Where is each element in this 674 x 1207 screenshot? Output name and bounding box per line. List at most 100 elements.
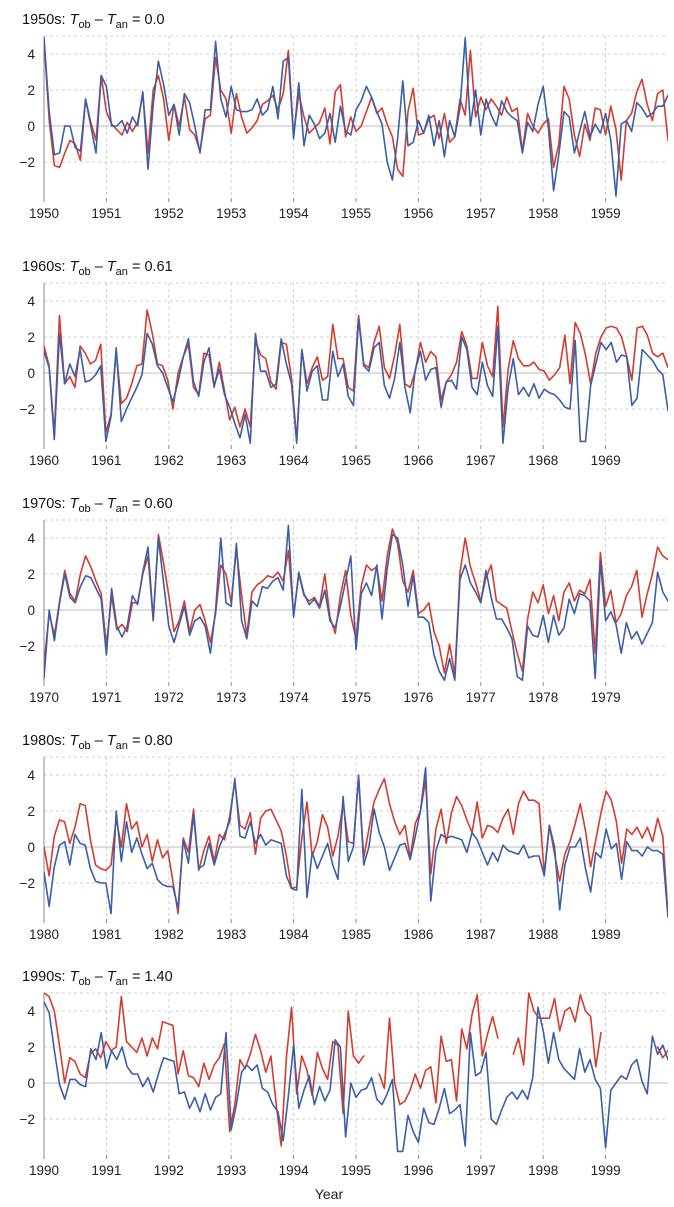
panel-title-sub-an: an [116, 740, 128, 752]
x-tick-label: 1967 [466, 453, 496, 468]
panel-1950s: 1950s: Tob – Tan = 0.0 −2 0 2 4 1950 1951 1952 1… [20, 12, 668, 221]
x-tick-label: 1987 [466, 927, 496, 942]
x-tick-label: 1969 [591, 453, 621, 468]
panel-1980s: 1980s: Tob – Tan = 0.80 −2 0 2 4 1980 1981 1982… [20, 733, 668, 942]
panel-title-T-ob: T [70, 496, 80, 512]
y-tick-label: 2 [27, 567, 35, 582]
x-tick-label: 1961 [91, 453, 121, 468]
panel-title-value: = 0.0 [128, 12, 165, 28]
x-tick-label: 1955 [341, 206, 371, 221]
panel-title-prefix: 1950s: [22, 12, 70, 28]
x-tick-label: 1981 [91, 927, 121, 942]
panel-title: 1980s: Tob – Tan = 0.80 [22, 733, 173, 752]
y-tick-label: 0 [27, 366, 35, 381]
x-tick-label: 1993 [216, 1163, 246, 1178]
series-line-an [44, 1001, 668, 1153]
x-tick-label: 1988 [528, 927, 558, 942]
x-tick-label: 1989 [591, 927, 621, 942]
series-line-ob [44, 776, 668, 917]
x-tick-label: 1995 [341, 1163, 371, 1178]
x-tick-label: 1979 [591, 690, 621, 705]
x-tick-label: 1962 [154, 453, 184, 468]
x-tick-label: 1970 [29, 690, 59, 705]
x-tick-label: 1960 [29, 453, 59, 468]
y-tick-label: −2 [20, 639, 35, 654]
panel-title-value: = 0.80 [128, 733, 173, 749]
y-tick-label: 4 [27, 294, 35, 309]
panel-title-T-an: T [107, 733, 117, 749]
x-tick-label: 1994 [279, 1163, 310, 1178]
x-tick-label: 1973 [216, 690, 246, 705]
y-tick-label: 2 [27, 83, 35, 98]
series-line-an [44, 318, 668, 444]
panel-title-sub-ob: ob [78, 266, 90, 278]
x-tick-label: 1985 [341, 927, 371, 942]
series-line-an [44, 524, 668, 681]
panel-title-prefix: 1960s: [22, 259, 70, 275]
x-tick-label: 1958 [528, 206, 558, 221]
x-tick-label: 1971 [91, 690, 121, 705]
panel-title-value: = 0.60 [128, 496, 173, 512]
panel-title-sub-an: an [116, 503, 128, 515]
y-tick-label: 2 [27, 804, 35, 819]
panel-title: 1970s: Tob – Tan = 0.60 [22, 496, 173, 515]
panel-title-sub-ob: ob [78, 19, 90, 31]
y-tick-label: −2 [20, 1112, 35, 1127]
panel-title-T-ob: T [70, 969, 80, 985]
x-tick-label: 1975 [341, 690, 371, 705]
x-tick-label: 1978 [528, 690, 558, 705]
x-tick-label: 1977 [466, 690, 496, 705]
x-tick-label: 1980 [29, 927, 59, 942]
panel-title-sub-ob: ob [78, 503, 90, 515]
x-tick-label: 1968 [528, 453, 558, 468]
panel-1990s: 1990s: Tob – Tan = 1.40 −2 0 2 4 1990 1991 1992… [20, 969, 668, 1178]
panel-title: 1960s: Tob – Tan = 0.61 [22, 259, 173, 278]
x-tick-label: 1997 [466, 1163, 496, 1178]
x-tick-label: 1992 [154, 1163, 184, 1178]
panel-title-sub-an: an [116, 266, 128, 278]
panel-title-T-ob: T [70, 733, 80, 749]
panel-title-prefix: 1970s: [22, 496, 70, 512]
x-tick-label: 1965 [341, 453, 371, 468]
panel-title-T-an: T [107, 12, 117, 28]
y-tick-label: −2 [20, 876, 35, 891]
panel-title-value: = 0.61 [128, 259, 173, 275]
series-line-ob [44, 992, 668, 1147]
x-tick-label: 1963 [216, 453, 246, 468]
x-tick-label: 1957 [466, 206, 496, 221]
x-tick-label: 1991 [91, 1163, 121, 1178]
panel-title-T-ob: T [70, 12, 80, 28]
panel-title-prefix: 1980s: [22, 733, 70, 749]
panel-title-T-an: T [107, 496, 117, 512]
x-tick-label: 1974 [279, 690, 310, 705]
x-tick-label: 1952 [154, 206, 184, 221]
panel-title-sub-ob: ob [78, 976, 90, 988]
panel-title-prefix: 1990s: [22, 969, 70, 985]
series-line-an [44, 767, 668, 918]
x-tick-label: 1998 [528, 1163, 558, 1178]
y-tick-label: 2 [27, 1040, 35, 1055]
y-tick-label: 2 [27, 330, 35, 345]
y-tick-label: 4 [27, 1004, 35, 1019]
y-tick-label: 4 [27, 531, 35, 546]
panel-title-minus: – [91, 12, 107, 28]
y-tick-label: 0 [27, 1076, 35, 1091]
x-tick-label: 1966 [403, 453, 433, 468]
panel-title-minus: – [91, 496, 107, 512]
x-axis-label: Year [315, 1186, 344, 1202]
panel-title-sub-ob: ob [78, 740, 90, 752]
panel-title-sub-an: an [116, 976, 128, 988]
x-tick-label: 1951 [91, 206, 121, 221]
panel-1970s: 1970s: Tob – Tan = 0.60 −2 0 2 4 1970 1971 1972… [20, 496, 668, 705]
x-tick-label: 1982 [154, 927, 184, 942]
y-tick-label: 4 [27, 768, 35, 783]
x-tick-label: 1996 [403, 1163, 433, 1178]
panel-title-T-ob: T [70, 259, 80, 275]
x-tick-label: 1953 [216, 206, 246, 221]
y-tick-label: −2 [20, 155, 35, 170]
x-tick-label: 1964 [279, 453, 310, 468]
x-tick-label: 1950 [29, 206, 59, 221]
panel-title-minus: – [91, 969, 107, 985]
x-tick-label: 1976 [403, 690, 433, 705]
